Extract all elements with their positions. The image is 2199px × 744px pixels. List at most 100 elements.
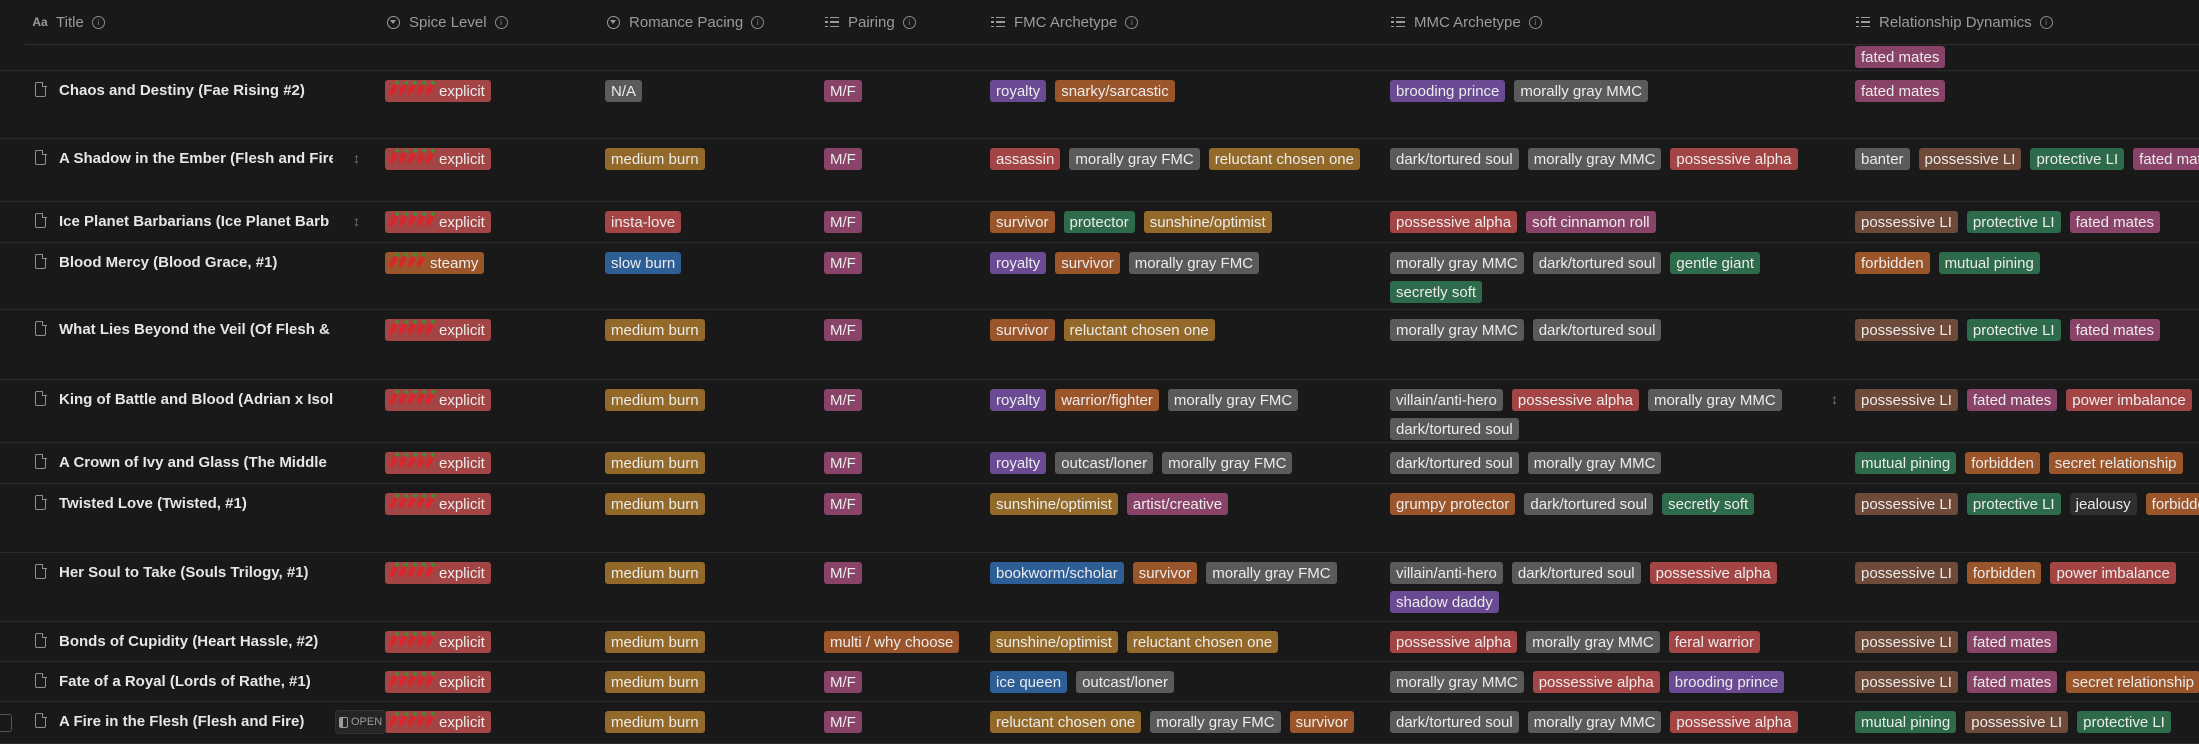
fmc-cell[interactable]	[981, 44, 1369, 70]
pacing-cell[interactable]: medium burn	[596, 553, 803, 621]
pacing-cell[interactable]: medium burn	[596, 310, 803, 379]
rel-cell[interactable]: possessive LI protective LI fated mates	[1846, 310, 2199, 379]
table-row[interactable]: Her Soul to Take (Souls Trilogy, #1) expl…	[0, 553, 2199, 622]
spice-cell[interactable]: explicit	[376, 622, 584, 661]
fmc-cell[interactable]: survivor protector sunshine/optimist	[981, 202, 1369, 242]
row-resize-handle-icon[interactable]: ↕	[353, 150, 360, 166]
fmc-cell[interactable]: royalty warrior/fighter morally gray FMC	[981, 380, 1369, 442]
spice-cell[interactable]: explicit	[376, 139, 584, 201]
pairing-cell[interactable]: M/F	[815, 702, 969, 743]
table-row[interactable]: fated mates	[0, 44, 2199, 71]
fmc-cell[interactable]: royalty snarky/sarcastic	[981, 71, 1369, 138]
table-row[interactable]: Blood Mercy (Blood Grace, #1) steamy slow …	[0, 243, 2199, 310]
book-title[interactable]: Fate of a Royal (Lords of Rathe, #1)	[59, 673, 311, 690]
title-cell[interactable]: Her Soul to Take (Souls Trilogy, #1)	[25, 553, 333, 621]
title-cell[interactable]: Bonds of Cupidity (Heart Hassle, #2)	[25, 622, 333, 661]
pairing-cell[interactable]: multi / why choose	[815, 622, 969, 661]
pairing-cell[interactable]	[815, 44, 969, 70]
spice-cell[interactable]: explicit	[376, 662, 584, 701]
pairing-cell[interactable]: M/F	[815, 484, 969, 552]
open-page-button[interactable]: OPEN	[335, 710, 387, 734]
book-title[interactable]: A Shadow in the Ember (Flesh and Fire	[59, 150, 333, 167]
info-icon[interactable]: i	[1528, 15, 1542, 29]
pacing-cell[interactable]: medium burn	[596, 443, 803, 483]
title-cell[interactable]: Blood Mercy (Blood Grace, #1)	[25, 243, 333, 309]
info-icon[interactable]: i	[2039, 15, 2053, 29]
pairing-cell[interactable]: M/F	[815, 380, 969, 442]
table-row[interactable]: What Lies Beyond the Veil (Of Flesh & exp…	[0, 310, 2199, 380]
book-title[interactable]: Twisted Love (Twisted, #1)	[59, 495, 247, 512]
pacing-cell[interactable]: medium burn	[596, 139, 803, 201]
rel-cell[interactable]: possessive LI fated mates	[1846, 622, 2199, 661]
spice-cell[interactable]: explicit	[376, 443, 584, 483]
cell-resize-handle-icon[interactable]: ↕	[1831, 391, 1838, 407]
spice-cell[interactable]: explicit	[376, 310, 584, 379]
spice-cell[interactable]: explicit	[376, 553, 584, 621]
mmc-cell[interactable]: possessive alpha morally gray MMC feral wa…	[1381, 622, 1822, 661]
book-title[interactable]: King of Battle and Blood (Adrian x Isol	[59, 391, 333, 408]
table-row[interactable]: Chaos and Destiny (Fae Rising #2) explici…	[0, 71, 2199, 139]
pairing-cell[interactable]: M/F	[815, 662, 969, 701]
title-cell[interactable]: Ice Planet Barbarians (Ice Planet Barb	[25, 202, 333, 242]
table-row[interactable]: A Shadow in the Ember (Flesh and Fire exp…	[0, 139, 2199, 202]
fmc-cell[interactable]: royalty outcast/loner morally gray FMC	[981, 443, 1369, 483]
table-row[interactable]: Bonds of Cupidity (Heart Hassle, #2) expl…	[0, 622, 2199, 662]
rel-cell[interactable]: mutual pining forbidden secret relationshi…	[1846, 443, 2199, 483]
table-row[interactable]: A Fire in the Flesh (Flesh and Fire) expl…	[0, 702, 2199, 744]
rel-cell[interactable]: possessive LI fated mates power imbalance	[1846, 380, 2199, 442]
table-row[interactable]: Fate of a Royal (Lords of Rathe, #1) expl…	[0, 662, 2199, 702]
rel-cell[interactable]: possessive LI fated mates secret relations…	[1846, 662, 2199, 701]
book-title[interactable]: Ice Planet Barbarians (Ice Planet Barb	[59, 213, 330, 230]
pairing-cell[interactable]: M/F	[815, 553, 969, 621]
mmc-cell[interactable]	[1381, 44, 1822, 70]
pacing-cell[interactable]: N/A	[596, 71, 803, 138]
rel-cell[interactable]: possessive LI protective LI fated mates	[1846, 202, 2199, 242]
row-checkbox[interactable]	[0, 714, 12, 732]
spice-cell[interactable]: steamy	[376, 243, 584, 309]
table-row[interactable]: A Crown of Ivy and Glass (The Middle expl…	[0, 443, 2199, 484]
rel-cell[interactable]: possessive LI protective LI jealousy forbid…	[1846, 484, 2199, 552]
rel-cell[interactable]: fated mates	[1846, 44, 2199, 70]
pacing-cell[interactable]: medium burn	[596, 702, 803, 743]
info-icon[interactable]: i	[494, 15, 508, 29]
fmc-cell[interactable]: sunshine/optimist reluctant chosen one	[981, 622, 1369, 661]
pairing-cell[interactable]: M/F	[815, 243, 969, 309]
pacing-cell[interactable]: medium burn	[596, 380, 803, 442]
info-icon[interactable]: i	[902, 15, 916, 29]
rel-cell[interactable]: fated mates	[1846, 71, 2199, 138]
title-cell[interactable]: What Lies Beyond the Veil (Of Flesh &	[25, 310, 333, 379]
column-header-pacing[interactable]: Romance Pacing i	[605, 0, 765, 44]
rel-cell[interactable]: banter possessive LI protective LI fated ma…	[1846, 139, 2199, 201]
table-row[interactable]: Ice Planet Barbarians (Ice Planet Barb ex…	[0, 202, 2199, 243]
fmc-cell[interactable]: royalty survivor morally gray FMC	[981, 243, 1369, 309]
rel-cell[interactable]: possessive LI forbidden power imbalance	[1846, 553, 2199, 621]
book-title[interactable]: Her Soul to Take (Souls Trilogy, #1)	[59, 564, 309, 581]
book-title[interactable]: What Lies Beyond the Veil (Of Flesh &	[59, 321, 330, 338]
table-row[interactable]: King of Battle and Blood (Adrian x Isol e…	[0, 380, 2199, 443]
rel-cell[interactable]: forbidden mutual pining	[1846, 243, 2199, 309]
fmc-cell[interactable]: survivor reluctant chosen one	[981, 310, 1369, 379]
book-title[interactable]: A Fire in the Flesh (Flesh and Fire)	[59, 713, 305, 730]
column-header-mmc[interactable]: MMC Archetype i	[1390, 0, 1542, 44]
mmc-cell[interactable]: villain/anti-hero dark/tortured soul posse…	[1381, 553, 1822, 621]
book-title[interactable]: Blood Mercy (Blood Grace, #1)	[59, 254, 278, 271]
spice-cell[interactable]: explicit	[376, 71, 584, 138]
mmc-cell[interactable]: morally gray MMC dark/tortured soul gentle…	[1381, 243, 1822, 309]
rel-cell[interactable]: mutual pining possessive LI protective LI	[1846, 702, 2199, 743]
pairing-cell[interactable]: M/F	[815, 71, 969, 138]
title-cell[interactable]: Fate of a Royal (Lords of Rathe, #1)	[25, 662, 333, 701]
fmc-cell[interactable]: bookworm/scholar survivor morally gray FMC	[981, 553, 1369, 621]
title-cell[interactable]: A Crown of Ivy and Glass (The Middle	[25, 443, 333, 483]
pacing-cell[interactable]: medium burn	[596, 662, 803, 701]
mmc-cell[interactable]: dark/tortured soul morally gray MMC posses…	[1381, 702, 1822, 743]
fmc-cell[interactable]: reluctant chosen one morally gray FMC surv…	[981, 702, 1369, 743]
row-resize-handle-icon[interactable]: ↕	[353, 213, 360, 229]
book-title[interactable]: Chaos and Destiny (Fae Rising #2)	[59, 82, 305, 99]
mmc-cell[interactable]: dark/tortured soul morally gray MMC posses…	[1381, 139, 1822, 201]
fmc-cell[interactable]: assassin morally gray FMC reluctant chosen…	[981, 139, 1369, 201]
info-icon[interactable]: i	[1125, 15, 1139, 29]
mmc-cell[interactable]: morally gray MMC dark/tortured soul	[1381, 310, 1822, 379]
column-header-fmc[interactable]: FMC Archetype i	[990, 0, 1139, 44]
spice-cell[interactable]	[376, 44, 584, 70]
pairing-cell[interactable]: M/F	[815, 443, 969, 483]
